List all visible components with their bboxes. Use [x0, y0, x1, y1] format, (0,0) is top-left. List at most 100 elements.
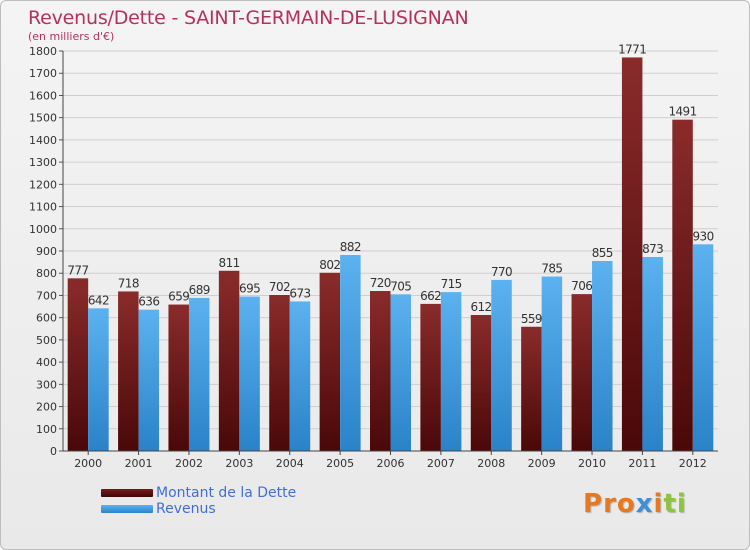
y-tick-label: 700 [36, 289, 57, 302]
y-tick-label: 200 [36, 401, 57, 414]
x-tick-label: 2003 [225, 457, 253, 470]
x-tick-label: 2001 [125, 457, 153, 470]
y-tick-label: 400 [36, 356, 57, 369]
value-label-revenus: 689 [189, 283, 210, 297]
bar-dette [521, 326, 542, 451]
proxiti-logo: Proxiti [583, 489, 687, 519]
bar-dette [571, 294, 593, 451]
bar-revenus [340, 255, 361, 451]
value-label-dette: 706 [571, 279, 592, 293]
bar-dette [621, 57, 643, 451]
y-tick-label: 1600 [29, 89, 57, 102]
value-label-dette: 811 [219, 256, 240, 270]
value-label-dette: 720 [370, 276, 391, 290]
bar-revenus [440, 292, 462, 451]
value-label-dette: 702 [269, 280, 290, 294]
value-label-dette: 559 [521, 312, 542, 326]
value-label-dette: 777 [67, 263, 88, 277]
bar-revenus [289, 301, 311, 451]
value-label-dette: 1771 [618, 42, 646, 56]
bar-dette [470, 315, 492, 451]
value-label-revenus: 785 [541, 262, 562, 276]
x-tick-label: 2005 [326, 457, 354, 470]
bar-dette [370, 291, 391, 451]
bar-revenus [592, 261, 613, 451]
x-tick-label: 2000 [74, 457, 102, 470]
y-tick-label: 1000 [29, 223, 57, 236]
bars-layer [67, 57, 714, 452]
bar-revenus [491, 279, 512, 451]
value-label-dette: 659 [168, 290, 189, 304]
bar-dette [67, 278, 89, 451]
value-label-revenus: 855 [592, 246, 613, 260]
chart-title: Revenus/Dette - SAINT-GERMAIN-DE-LUSIGNA… [28, 7, 469, 29]
bar-revenus [390, 294, 411, 451]
y-tick-label: 1400 [29, 134, 57, 147]
x-tick-label: 2011 [628, 457, 656, 470]
x-tick-label: 2012 [679, 457, 707, 470]
y-tick-label: 0 [50, 445, 57, 458]
bar-revenus [88, 308, 109, 451]
value-label-dette: 662 [420, 289, 441, 303]
x-tick-label: 2007 [427, 457, 455, 470]
bar-revenus [692, 244, 714, 451]
bar-revenus [642, 257, 663, 451]
legend-swatch-revenus [101, 505, 153, 513]
y-tick-label: 1700 [29, 67, 57, 80]
value-label-revenus: 882 [340, 240, 361, 254]
y-tick-label: 1100 [29, 201, 57, 214]
chart-subtitle: (en milliers d'€) [28, 30, 115, 43]
axis-layer: 0 100 200 300 400 500 600 700 800 900 1000 1100 1200… [29, 45, 718, 470]
value-label-dette: 1491 [668, 105, 696, 119]
value-label-revenus: 705 [390, 279, 411, 293]
bar-revenus [188, 297, 210, 451]
logo-letter: r [603, 489, 617, 519]
x-tick-label: 2006 [377, 457, 405, 470]
y-tick-label: 600 [36, 312, 57, 325]
value-label-dette: 718 [118, 276, 139, 290]
y-tick-label: 1300 [29, 156, 57, 169]
y-tick-label: 1800 [29, 45, 57, 58]
value-label-dette: 612 [470, 300, 491, 314]
value-label-revenus: 930 [693, 229, 714, 243]
legend-swatch-dette [101, 489, 153, 497]
bar-dette [319, 272, 341, 451]
logo-letter: P [583, 489, 604, 519]
y-tick-label: 100 [36, 423, 57, 436]
y-tick-label: 300 [36, 378, 57, 391]
bar-dette [218, 270, 240, 451]
y-tick-label: 1500 [29, 112, 57, 125]
bar-dette [168, 304, 189, 451]
legend-label-dette: Montant de la Dette [156, 485, 297, 501]
x-tick-label: 2002 [175, 457, 203, 470]
bar-revenus [239, 296, 260, 451]
bar-revenus [138, 309, 160, 451]
logo-letter: i [676, 489, 687, 519]
logo-letter: t [663, 489, 677, 519]
logo-letter: i [653, 489, 664, 519]
bar-revenus [541, 276, 563, 451]
value-label-revenus: 715 [441, 277, 462, 291]
x-tick-label: 2009 [528, 457, 556, 470]
logo-letter: o [616, 489, 636, 519]
legend-label-revenus: Revenus [156, 501, 216, 517]
y-tick-label: 900 [36, 245, 57, 258]
y-tick-label: 500 [36, 334, 57, 347]
bar-dette [420, 303, 441, 451]
value-label-revenus: 673 [289, 286, 310, 300]
value-label-revenus: 642 [88, 293, 109, 307]
bar-dette [269, 295, 290, 451]
value-label-revenus: 636 [138, 295, 159, 309]
bar-dette [118, 291, 139, 451]
value-label-dette: 802 [319, 258, 340, 272]
value-label-revenus: 873 [642, 242, 663, 256]
x-tick-label: 2004 [276, 457, 304, 470]
logo-letter: x [635, 489, 654, 519]
value-label-revenus: 770 [491, 265, 512, 279]
x-tick-label: 2010 [578, 457, 606, 470]
value-label-revenus: 695 [239, 282, 260, 296]
x-tick-label: 2008 [477, 457, 505, 470]
